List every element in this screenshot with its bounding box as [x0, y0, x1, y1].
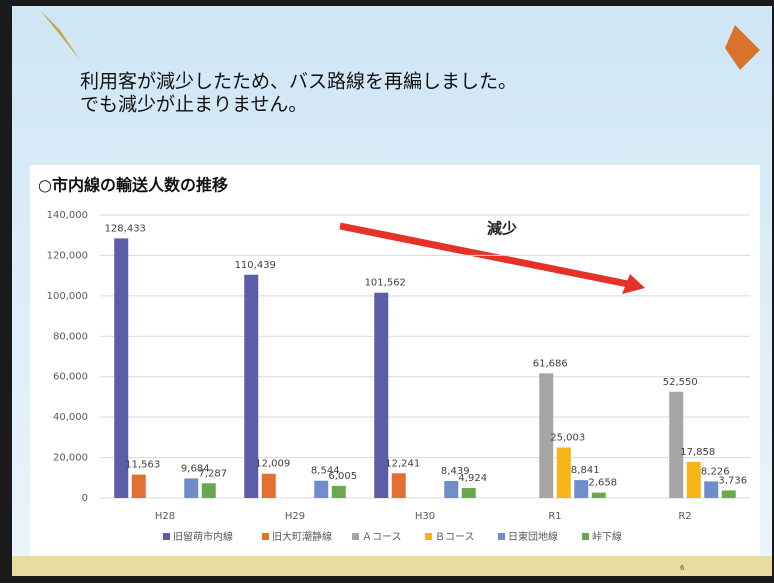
value-label: 61,686	[533, 358, 568, 369]
value-label: 12,241	[385, 458, 420, 469]
bar	[574, 480, 588, 498]
value-label: 2,658	[588, 478, 617, 489]
bar	[687, 462, 701, 498]
bar	[722, 490, 736, 498]
legend-marker	[352, 533, 359, 540]
x-tick-label: R1	[548, 511, 561, 522]
y-tick-label: 100,000	[47, 291, 88, 302]
value-label: 128,433	[105, 223, 146, 234]
bottom-band	[12, 556, 772, 576]
bar	[202, 483, 216, 498]
value-label: 3,736	[718, 475, 747, 486]
bar	[392, 473, 406, 498]
x-tick-label: R2	[678, 511, 691, 522]
slide: 利用客が減少したため、バス路線を再編しました。 でも減少が止まりません。 ○市内…	[0, 0, 774, 583]
legend-marker	[262, 533, 269, 540]
x-tick-label: H28	[155, 511, 175, 522]
legend-label: 旧大町潮静線	[272, 530, 332, 543]
bar	[462, 488, 476, 498]
legend-marker	[163, 533, 170, 540]
bar	[314, 481, 328, 498]
y-tick-label: 60,000	[53, 372, 88, 383]
x-tick-label: H30	[415, 511, 435, 522]
bar	[444, 481, 458, 498]
value-label: 17,858	[680, 447, 715, 458]
bar	[132, 475, 146, 498]
value-label: 11,563	[125, 460, 160, 471]
legend-label: 峠下線	[592, 530, 622, 543]
value-label: 8,841	[571, 465, 600, 476]
bar	[592, 493, 606, 498]
legend-label: 日東団地線	[508, 530, 558, 543]
heading-line: でも減少が止まりません。	[80, 94, 307, 116]
value-label: 6,005	[328, 471, 357, 482]
y-tick-label: 20,000	[53, 453, 88, 464]
value-label: 4,924	[458, 473, 487, 484]
legend-label: Ｂコース	[435, 532, 475, 543]
heading-line: 利用客が減少したため、バス路線を再編しました。	[80, 71, 517, 93]
bar	[557, 447, 571, 498]
legend-marker	[425, 533, 432, 540]
y-tick-label: 80,000	[53, 331, 88, 342]
value-label: 101,562	[365, 278, 406, 289]
value-label: 7,287	[198, 468, 227, 479]
value-label: 25,003	[550, 432, 585, 443]
chart-title: ○市内線の輸送人数の推移	[38, 176, 228, 195]
legend-label: Ａコース	[362, 532, 402, 543]
bar	[332, 486, 346, 498]
bar	[669, 392, 683, 498]
y-tick-label: 40,000	[53, 412, 88, 423]
page-number: 6	[680, 564, 685, 572]
legend-marker	[498, 533, 505, 540]
x-tick-label: H29	[285, 511, 305, 522]
page: 利用客が減少したため、バス路線を再編しました。 でも減少が止まりません。 ○市内…	[0, 0, 774, 587]
legend-label: 旧留萌市内線	[173, 530, 233, 543]
annotation: 減少	[487, 220, 517, 238]
y-tick-label: 140,000	[47, 210, 88, 221]
bar	[262, 474, 276, 498]
value-label: 12,009	[255, 459, 290, 470]
bar	[704, 481, 718, 498]
bar	[184, 478, 198, 498]
y-tick-label: 0	[82, 493, 88, 504]
value-label: 110,439	[235, 260, 276, 271]
y-tick-label: 120,000	[47, 250, 88, 261]
value-label: 52,550	[663, 377, 698, 388]
legend-marker	[582, 533, 589, 540]
